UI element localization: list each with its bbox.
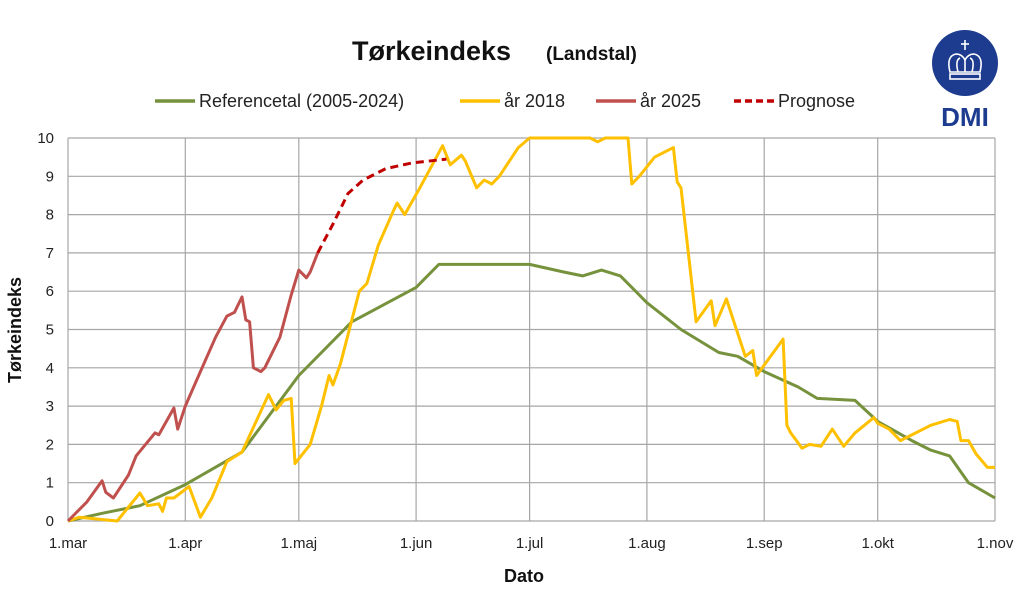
x-tick-label: 1.nov <box>977 535 1014 552</box>
x-tick-label: 1.sep <box>746 535 783 552</box>
legend-item: Prognose <box>734 91 855 111</box>
y-axis-ticks: 0 1 2 3 4 5 6 7 8 9 10 <box>37 130 54 530</box>
grid <box>67 137 996 522</box>
dmi-logo: DMI <box>932 30 998 132</box>
x-axis-ticks: 1.mar 1.apr 1.maj 1.jun 1.jul 1.aug 1.sep 1.okt… <box>49 535 1014 552</box>
legend-item: år 2025 <box>596 91 701 111</box>
y-axis-label: Tørkeindeks <box>5 277 25 383</box>
y-tick-label: 10 <box>37 130 54 147</box>
legend-item: Referencetal (2005-2024) <box>155 91 404 111</box>
y-tick-label: 0 <box>46 513 54 530</box>
logo-text: DMI <box>941 102 989 132</box>
chart-subtitle: (Landstal) <box>546 44 637 65</box>
chart-title: Tørkeindeks <box>352 36 511 66</box>
y-tick-label: 7 <box>46 245 54 262</box>
x-tick-label: 1.jul <box>516 535 544 552</box>
y-tick-label: 8 <box>46 207 54 224</box>
x-tick-label: 1.aug <box>628 535 666 552</box>
series-line-r-2018 <box>67 136 995 523</box>
series-line-r-2025 <box>66 252 320 523</box>
legend-label: år 2025 <box>640 91 701 111</box>
x-tick-label: 1.jun <box>400 535 433 552</box>
y-tick-label: 1 <box>46 475 54 492</box>
x-tick-label: 1.maj <box>280 535 317 552</box>
x-tick-label: 1.mar <box>49 535 87 552</box>
y-tick-label: 9 <box>46 168 54 185</box>
x-tick-label: 1.apr <box>168 535 202 552</box>
series-lines <box>66 136 996 523</box>
crown-icon <box>948 40 982 80</box>
legend-item: år 2018 <box>460 91 565 111</box>
legend-label: år 2018 <box>504 91 565 111</box>
y-tick-label: 6 <box>46 283 54 300</box>
series-line-prognose <box>316 157 447 254</box>
x-axis-label: Dato <box>504 566 544 586</box>
y-tick-label: 4 <box>46 360 54 377</box>
y-tick-label: 5 <box>46 322 54 339</box>
legend-label: Prognose <box>778 91 855 111</box>
y-tick-label: 2 <box>46 436 54 453</box>
y-tick-label: 3 <box>46 398 54 415</box>
legend: Referencetal (2005-2024) år 2018 år 2025 Pr… <box>155 91 855 111</box>
legend-label: Referencetal (2005-2024) <box>199 91 404 111</box>
x-tick-label: 1.okt <box>861 535 894 552</box>
